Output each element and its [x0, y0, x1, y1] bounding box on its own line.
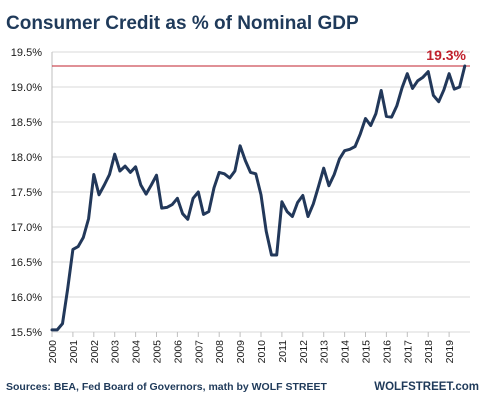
x-tick-label: 2012 — [298, 340, 310, 364]
x-tick-label: 2014 — [340, 340, 352, 364]
y-tick-label: 18.5% — [11, 117, 42, 129]
x-tick-label: 2010 — [256, 340, 268, 364]
source-note: Sources: BEA, Fed Board of Governors, ma… — [6, 381, 327, 393]
x-tick-label: 2008 — [214, 340, 226, 364]
x-tick-label: 2015 — [361, 340, 373, 364]
x-tick-label: 2000 — [47, 340, 59, 364]
y-tick-label: 16.0% — [11, 292, 42, 304]
x-tick-label: 2006 — [172, 340, 184, 364]
x-tick-label: 2002 — [89, 340, 101, 364]
x-tick-label: 2013 — [319, 340, 331, 364]
x-tick-label: 2016 — [381, 340, 393, 364]
x-tick-label: 2018 — [423, 340, 435, 364]
y-tick-label: 17.5% — [11, 187, 42, 199]
y-tick-label: 15.5% — [11, 327, 42, 339]
x-tick-label: 2001 — [68, 340, 80, 364]
x-tick-label: 2011 — [277, 340, 289, 363]
x-tick-label: 2019 — [444, 340, 456, 364]
y-axis-tick-labels: 15.5% 16.0% 16.5% 17.0% 17.5% 18.0% 18.5% 19.0%… — [11, 47, 42, 339]
last-value-annotation: 19.3% — [426, 47, 466, 63]
y-tick-label: 18.0% — [11, 152, 42, 164]
brand-label: WOLFSTREET.com — [374, 381, 479, 393]
x-tick-label: 2004 — [131, 340, 143, 364]
x-tick-label: 2005 — [152, 340, 164, 364]
y-tick-label: 16.5% — [11, 257, 42, 269]
x-tick-label: 2007 — [193, 340, 205, 364]
series-line — [50, 64, 467, 332]
x-axis-tick-labels: 2000 2001 2002 2003 2004 2005 2006 2007 2008 2009… — [47, 340, 456, 364]
x-tick-label: 2003 — [110, 340, 122, 364]
chart-title: Consumer Credit as % of Nominal GDP — [6, 13, 359, 34]
x-tick-label: 2009 — [235, 340, 247, 364]
y-tick-label: 19.5% — [11, 47, 42, 59]
x-tick-label: 2017 — [402, 340, 414, 364]
y-tick-label: 19.0% — [11, 82, 42, 94]
y-tick-label: 17.0% — [11, 222, 42, 234]
